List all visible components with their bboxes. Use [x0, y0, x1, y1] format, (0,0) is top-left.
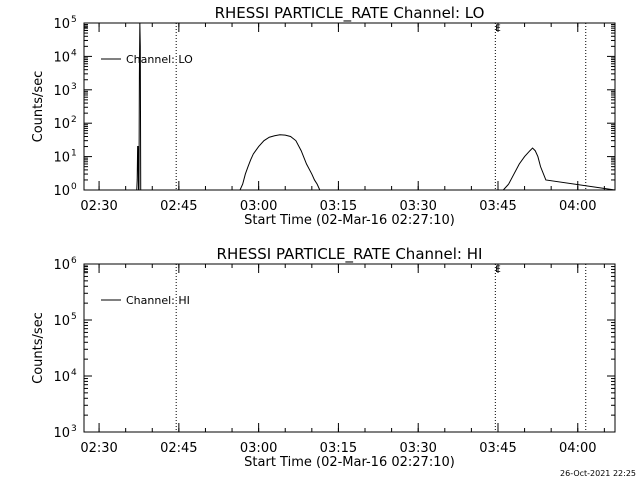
y-tick-label: 10 — [53, 426, 70, 441]
flag-label: E — [83, 265, 89, 275]
y-tick-exponent: 0 — [71, 182, 77, 192]
y-tick-exponent: 3 — [71, 424, 77, 434]
x-axis-label: Start Time (02-Mar-16 02:27:10) — [244, 213, 455, 228]
x-tick-label: 02:45 — [160, 441, 197, 456]
x-tick-label: 03:00 — [240, 441, 277, 456]
x-tick-label: 03:00 — [240, 199, 277, 214]
x-tick-label: 04:00 — [559, 441, 596, 456]
y-tick-exponent: 1 — [71, 149, 77, 159]
x-tick-label: 02:30 — [80, 199, 117, 214]
flag-label: E — [495, 265, 501, 275]
y-tick-exponent: 5 — [71, 312, 77, 322]
y-tick-exponent: 3 — [71, 82, 77, 92]
y-tick-label: 10 — [53, 151, 70, 166]
y-tick-exponent: 4 — [71, 48, 77, 58]
flag-label: E — [495, 24, 501, 34]
x-tick-label: 02:30 — [80, 441, 117, 456]
x-axis-label: Start Time (02-Mar-16 02:27:10) — [244, 455, 455, 470]
legend-label: Channel: LO — [126, 53, 193, 66]
chart-title: RHESSI PARTICLE_RATE Channel: LO — [215, 4, 485, 23]
y-tick-label: 10 — [53, 84, 70, 99]
y-tick-label: 10 — [53, 314, 70, 329]
plot-frame — [83, 263, 616, 433]
y-tick-exponent: 4 — [71, 368, 77, 378]
y-tick-label: 10 — [53, 370, 70, 385]
x-tick-label: 03:45 — [479, 441, 516, 456]
y-tick-label: 10 — [53, 50, 70, 65]
legend-label: Channel: HI — [126, 294, 190, 307]
x-tick-label: 03:30 — [399, 441, 436, 456]
y-axis-label: Counts/sec — [31, 71, 46, 143]
x-tick-label: 03:30 — [399, 199, 436, 214]
series-line — [84, 22, 616, 191]
timestamp-footer: 26-Oct-2021 22:25 — [560, 469, 636, 478]
y-tick-exponent: 6 — [71, 256, 77, 266]
y-tick-label: 10 — [53, 258, 70, 273]
plot-frame — [83, 22, 616, 191]
x-tick-label: 03:15 — [320, 441, 357, 456]
y-tick-label: 10 — [53, 184, 70, 199]
y-tick-label: 10 — [53, 17, 70, 32]
flag-label: E — [83, 24, 89, 34]
x-tick-label: 02:45 — [160, 199, 197, 214]
x-tick-label: 03:15 — [320, 199, 357, 214]
y-tick-label: 10 — [53, 117, 70, 132]
chart-title: RHESSI PARTICLE_RATE Channel: HI — [217, 245, 483, 264]
x-tick-label: 03:45 — [479, 199, 516, 214]
y-axis-label: Counts/sec — [31, 312, 46, 384]
y-tick-exponent: 2 — [71, 115, 77, 125]
y-tick-exponent: 5 — [71, 15, 77, 25]
x-tick-label: 04:00 — [559, 199, 596, 214]
